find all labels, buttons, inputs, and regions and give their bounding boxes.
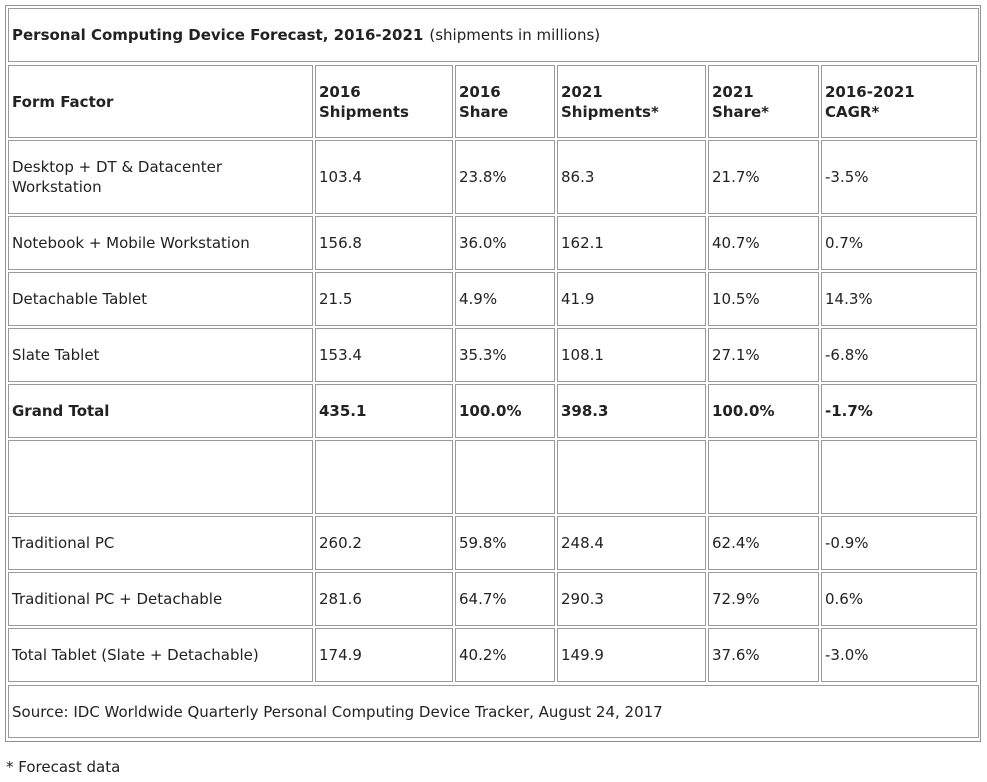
table-subtitle: (shipments in millions)	[429, 26, 601, 44]
table-cell: 290.3	[557, 572, 706, 626]
source-note: Source: IDC Worldwide Quarterly Personal…	[8, 685, 979, 738]
row-label	[8, 440, 313, 514]
column-header: 2016 Shipments	[315, 65, 453, 138]
table-cell: 14.3%	[821, 272, 977, 326]
row-label: Total Tablet (Slate + Detachable)	[8, 628, 313, 682]
table-cell: 64.7%	[455, 572, 555, 626]
table-cell: 72.9%	[708, 572, 819, 626]
table-cell: 248.4	[557, 516, 706, 570]
row-label: Grand Total	[8, 384, 313, 438]
table-cell: 27.1%	[708, 328, 819, 382]
table-cell: 4.9%	[455, 272, 555, 326]
table-cell: 153.4	[315, 328, 453, 382]
table-cell: 100.0%	[455, 384, 555, 438]
row-label: Detachable Tablet	[8, 272, 313, 326]
table-cell: 281.6	[315, 572, 453, 626]
table-cell: 36.0%	[455, 216, 555, 270]
table-cell: 41.9	[557, 272, 706, 326]
table-cell: 260.2	[315, 516, 453, 570]
table-cell: -1.7%	[821, 384, 977, 438]
table-cell: 108.1	[557, 328, 706, 382]
table-cell: 21.7%	[708, 140, 819, 214]
table-title: Personal Computing Device Forecast, 2016…	[12, 26, 424, 44]
column-header: 2021 Share*	[708, 65, 819, 138]
table-cell: 156.8	[315, 216, 453, 270]
table-cell: 37.6%	[708, 628, 819, 682]
table-cell: 149.9	[557, 628, 706, 682]
table-cell: 40.7%	[708, 216, 819, 270]
table-cell: 59.8%	[455, 516, 555, 570]
table-cell: 35.3%	[455, 328, 555, 382]
column-header: Form Factor	[8, 65, 313, 138]
table-cell: 174.9	[315, 628, 453, 682]
table-cell	[557, 440, 706, 514]
table-cell: 0.7%	[821, 216, 977, 270]
row-label: Notebook + Mobile Workstation	[8, 216, 313, 270]
table-frame	[5, 5, 981, 742]
table-cell: 0.6%	[821, 572, 977, 626]
table-cell	[821, 440, 977, 514]
table-cell: 103.4	[315, 140, 453, 214]
row-label: Slate Tablet	[8, 328, 313, 382]
table-cell	[708, 440, 819, 514]
table-cell: 21.5	[315, 272, 453, 326]
table-cell: 162.1	[557, 216, 706, 270]
table-cell: -0.9%	[821, 516, 977, 570]
table-title-cell: Personal Computing Device Forecast, 2016…	[8, 8, 979, 62]
table-cell: 62.4%	[708, 516, 819, 570]
row-label: Desktop + DT & Datacenter Workstation	[8, 140, 313, 214]
table-cell	[315, 440, 453, 514]
column-header: 2021 Shipments*	[557, 65, 706, 138]
table-cell	[455, 440, 555, 514]
table-cell: -6.8%	[821, 328, 977, 382]
table-cell: 10.5%	[708, 272, 819, 326]
column-header: 2016-2021 CAGR*	[821, 65, 977, 138]
column-header: 2016 Share	[455, 65, 555, 138]
table-cell: 398.3	[557, 384, 706, 438]
row-label: Traditional PC	[8, 516, 313, 570]
table-cell: 23.8%	[455, 140, 555, 214]
footnote: * Forecast data	[6, 758, 121, 776]
table-cell: 100.0%	[708, 384, 819, 438]
row-label: Traditional PC + Detachable	[8, 572, 313, 626]
table-cell: 86.3	[557, 140, 706, 214]
table-cell: 40.2%	[455, 628, 555, 682]
table-cell: -3.0%	[821, 628, 977, 682]
table-cell: 435.1	[315, 384, 453, 438]
table-cell: -3.5%	[821, 140, 977, 214]
